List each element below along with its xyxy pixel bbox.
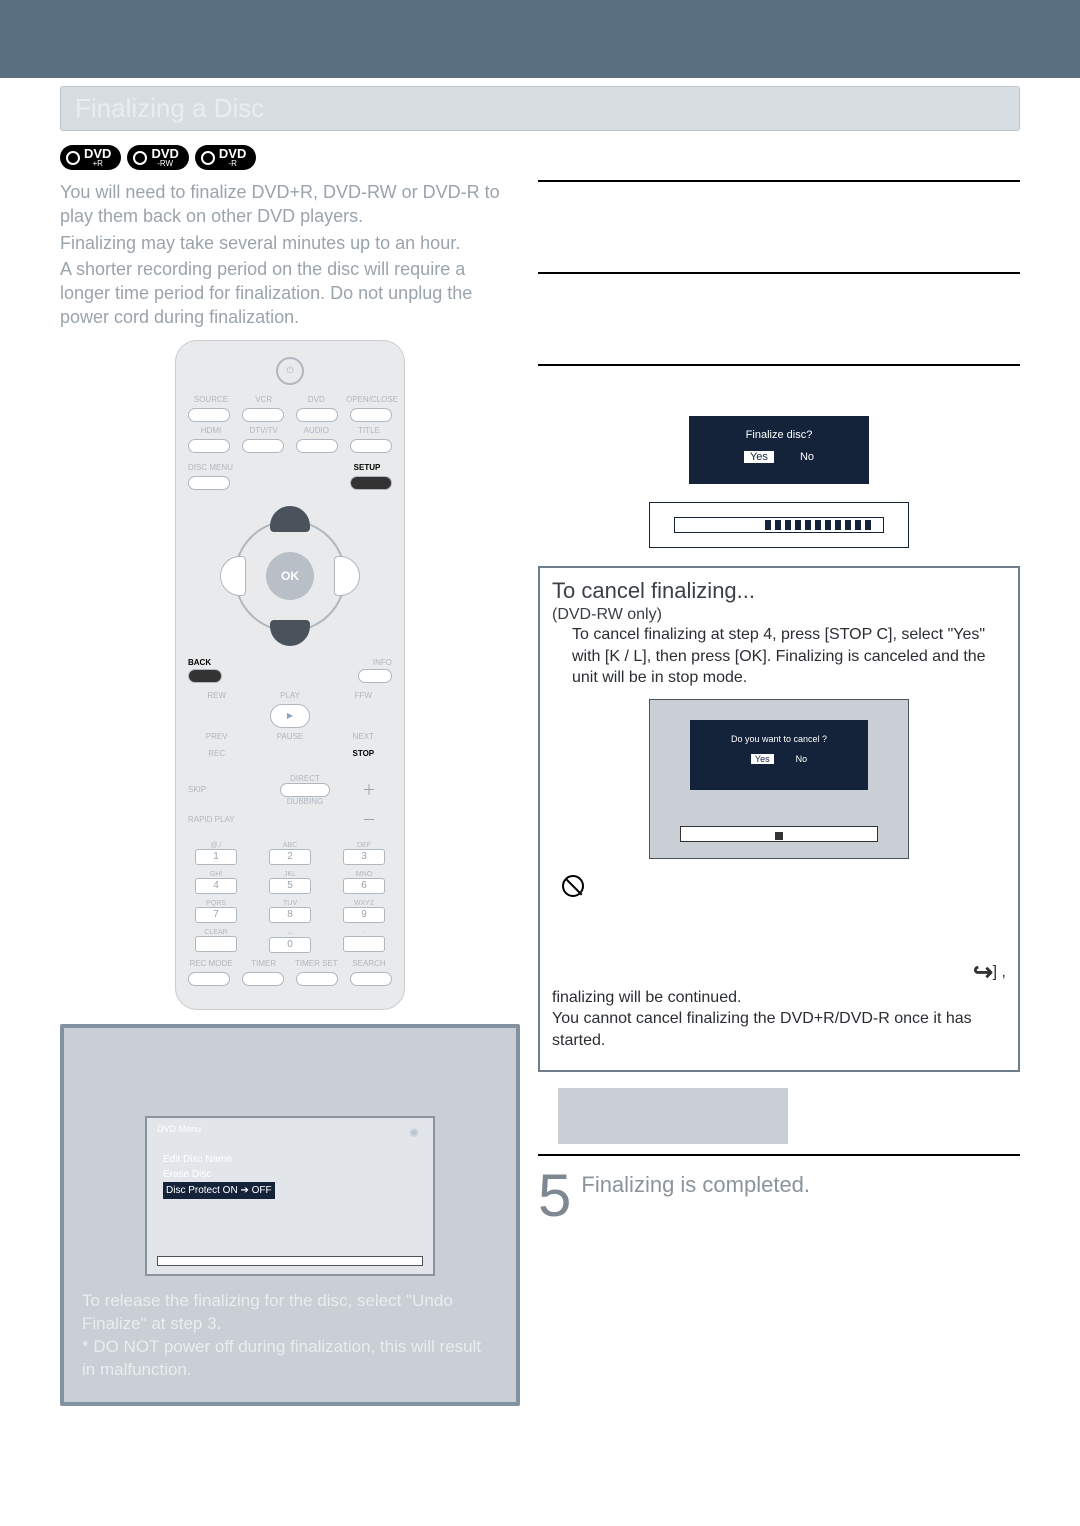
page-header-strip [0,0,1080,78]
page-body: Finalizing a Disc DVD+R DVD-RW DVD-R You… [0,78,1080,1446]
keypad: @./1 ABC2 DEF3 GHI4 JKL5 MNO6 PQRS7 TUV8… [188,842,392,953]
disc-icon [133,151,147,165]
cancel-subnote: (DVD-RW only) [552,606,1006,624]
tv-menu-item-highlight: Disc Protect ON ➔ OFF [163,1182,275,1199]
dialog-no: No [800,451,814,463]
cancel-instructions: To cancel finalizing at step 4, press [S… [572,624,1006,689]
step-4-area: Finalize disc? Yes No To cancel finalizi… [538,416,1020,1226]
tv-menu-item: Erase Disc [163,1167,275,1182]
format-badges: DVD+R DVD-RW DVD-R [60,145,1020,170]
disc-icon [66,151,80,165]
step-5: 5 Finalizing is completed. [538,1166,1020,1226]
cancel-cannot: You cannot cancel finalizing the DVD+R/D… [552,1008,1006,1051]
intro-text: You will need to finalize DVD+R, DVD-RW … [60,180,520,330]
dialog-question: Finalize disc? [700,429,858,441]
step-divider [538,180,1020,182]
finalize-progress [649,502,909,548]
badge-dvd-rw: DVD-RW [127,145,188,170]
finalize-dialog: Finalize disc? Yes No [689,416,869,484]
tv-cancel-yes: Yes [751,754,774,764]
section-title-bar: Finalizing a Disc [60,86,1020,131]
step-5-text: Finalizing is completed. [581,1166,810,1198]
remote-control-illustration: ⏻ SOURCEVCRDVDOPEN/CLOSE HDMIDTV/TVAUDIO… [175,340,405,1010]
stop-icon [775,832,783,840]
play-icon: ▶ [270,704,310,728]
cancel-heading: To cancel finalizing... [552,578,1006,604]
tv-screen-cancel: Do you want to cancel ? Yes No [649,699,909,859]
cancel-continued: finalizing will be continued. [552,987,1006,1009]
intro-p1: You will need to finalize DVD+R, DVD-RW … [60,180,520,229]
dialog-yes: Yes [744,451,774,463]
cancel-panel: To cancel finalizing... (DVD-RW only) To… [538,566,1020,1072]
back-suffix: ] , [993,964,1006,981]
panel-note-1: To release the finalizing for the disc, … [82,1290,498,1336]
tv-screen-dvd-menu: DVD Menu ✺ Edit Disc Name Erase Disc Dis… [145,1116,435,1276]
step-divider [538,272,1020,274]
tv-cancel-question: Do you want to cancel ? [690,734,868,744]
power-icon: ⏻ [276,357,304,385]
disc-icon [201,151,215,165]
badge-dvd-r: DVD-R [195,145,256,170]
tv-menu-item: Edit Disc Name [163,1152,275,1167]
panel-note-2: * DO NOT power off during finalization, … [82,1336,498,1382]
left-grey-panel: DVD Menu ✺ Edit Disc Name Erase Disc Dis… [60,1024,520,1406]
sunburst-icon: ✺ [409,1126,423,1140]
step-divider [538,364,1020,366]
badge-dvd-plus-r: DVD+R [60,145,121,170]
intro-p2: Finalizing may take several minutes up t… [60,231,520,255]
blank-grey-box [558,1088,788,1144]
back-icon: ↩ [973,958,993,987]
prohibited-icon [562,875,584,897]
tv-cancel-no: No [796,754,808,764]
step-divider [538,1154,1020,1156]
tv-menu-title: DVD Menu [157,1124,201,1134]
step-number-5: 5 [538,1166,571,1226]
dpad: OK [220,506,360,646]
section-title: Finalizing a Disc [75,93,264,123]
ok-button: OK [266,552,314,600]
intro-p3: A shorter recording period on the disc w… [60,257,520,330]
